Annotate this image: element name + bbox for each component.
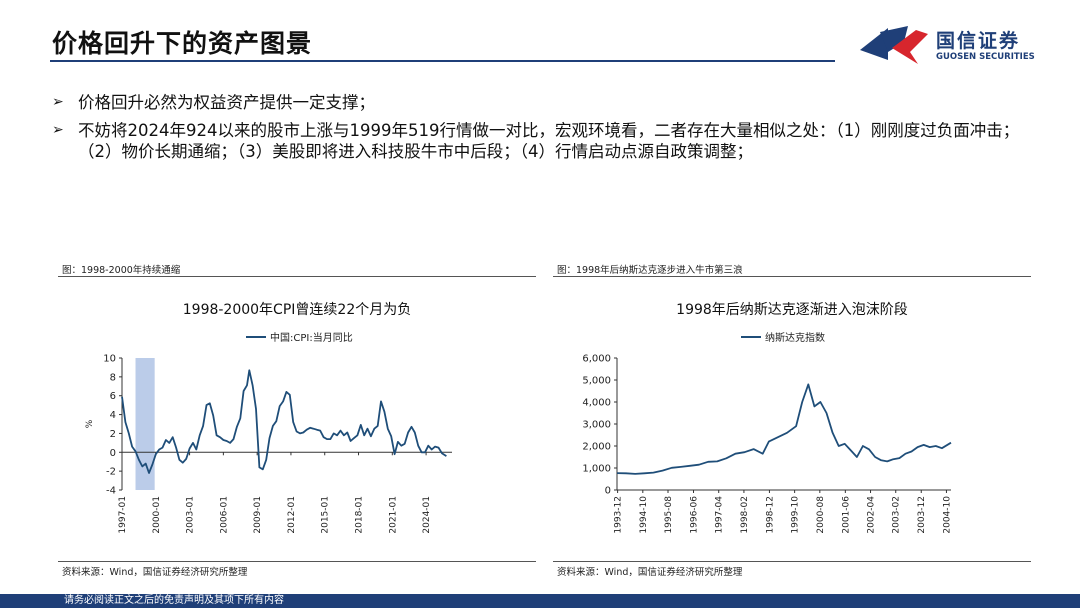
arrow-bullet-icon: ➢ <box>52 94 64 110</box>
x-tick-label: 2024-01 <box>422 496 432 534</box>
company-logo: 国信证券 GUOSEN SECURITIES <box>858 22 1038 66</box>
figure-caption: 图：1998-2000年持续通缩 <box>62 265 181 276</box>
x-tick-label: 1998-12 <box>765 496 775 534</box>
y-tick-label: 0 <box>605 486 611 497</box>
highlight-band <box>135 358 155 490</box>
y-tick-label: 3,000 <box>582 420 611 431</box>
bullet-item: ➢ 价格回升必然为权益资产提供一定支撑； <box>52 92 1037 113</box>
logo-en-text: GUOSEN SECURITIES <box>936 52 1035 62</box>
x-tick-label: 1997-04 <box>715 496 725 534</box>
logo-cn-text: 国信证券 <box>936 30 1021 52</box>
y-tick-label: 4,000 <box>582 398 611 409</box>
x-tick-label: 1997-01 <box>118 496 128 534</box>
x-tick-label: 2003-12 <box>917 496 927 534</box>
y-tick-label: 6,000 <box>582 354 611 365</box>
footer-bar: 请务必阅读正文之后的免责声明及其项下所有内容 <box>0 594 1080 608</box>
x-tick-label: 2009-01 <box>253 496 263 534</box>
x-tick-label: 1996-06 <box>690 496 700 534</box>
disclaimer-text: 请务必阅读正文之后的免责声明及其项下所有内容 <box>64 595 284 606</box>
y-tick-label: 8 <box>110 372 116 383</box>
bullet-text: 价格回升必然为权益资产提供一定支撑； <box>78 93 375 112</box>
x-tick-label: 2001-06 <box>841 496 851 534</box>
source-rule <box>58 561 536 562</box>
caption-rule <box>553 276 1031 277</box>
x-tick-label: 1995-08 <box>664 496 674 534</box>
x-tick-label: 1993-12 <box>614 496 624 534</box>
series-line <box>616 383 952 475</box>
x-tick-label: 2000-01 <box>152 496 162 534</box>
x-tick-label: 2002-04 <box>867 496 877 534</box>
source-rule <box>553 561 1031 562</box>
x-tick-label: 2015-01 <box>321 496 331 534</box>
source-note: 资料来源：Wind，国信证券经济研究所整理 <box>62 567 248 578</box>
legend-label: 纳斯达克指数 <box>765 331 825 344</box>
source-note: 资料来源：Wind，国信证券经济研究所整理 <box>557 567 743 578</box>
x-tick-label: 2003-01 <box>186 496 196 534</box>
y-axis-label: % <box>85 419 95 428</box>
x-tick-label: 1998-02 <box>740 496 750 534</box>
y-tick-label: 6 <box>110 391 116 402</box>
y-tick-label: 4 <box>110 410 116 421</box>
y-tick-label: 0 <box>110 448 116 459</box>
x-tick-label: 2003-02 <box>892 496 902 534</box>
series-line <box>121 369 447 474</box>
bullet-item: ➢ 不妨将2024年924以来的股市上涨与1999年519行情做一对比，宏观环境… <box>52 120 1037 162</box>
y-tick-label: 1,000 <box>582 464 611 475</box>
arrow-bullet-icon: ➢ <box>52 122 64 138</box>
x-tick-label: 2012-01 <box>287 496 297 534</box>
y-tick-label: 5,000 <box>582 376 611 387</box>
y-tick-label: 2 <box>110 429 116 440</box>
page-title: 价格回升下的资产图景 <box>52 29 313 58</box>
x-tick-label: 1999-10 <box>791 496 801 534</box>
legend-label: 中国:CPI:当月同比 <box>270 331 353 344</box>
chart-title: 1998-2000年CPI曾连续22个月为负 <box>183 301 411 318</box>
bullet-text: 不妨将2024年924以来的股市上涨与1999年519行情做一对比，宏观环境看，… <box>78 121 1020 161</box>
nasdaq-chart-panel: 图：1998年后纳斯达克逐步进入牛市第三浪 1998年后纳斯达克逐渐进入泡沫阶段… <box>553 258 1031 580</box>
y-tick-label: 2,000 <box>582 442 611 453</box>
figure-caption: 图：1998年后纳斯达克逐步进入牛市第三浪 <box>557 265 743 276</box>
title-divider <box>50 60 835 62</box>
x-tick-label: 2000-08 <box>816 496 826 534</box>
x-tick-label: 2018-01 <box>355 496 365 534</box>
chart-title: 1998年后纳斯达克逐渐进入泡沫阶段 <box>676 302 908 318</box>
x-tick-label: 2006-01 <box>219 496 229 534</box>
y-tick-label: -2 <box>106 467 116 478</box>
x-tick-label: 1994-10 <box>639 496 649 534</box>
x-tick-label: 2021-01 <box>388 496 398 534</box>
caption-rule <box>58 276 536 277</box>
guosen-logo-icon <box>860 26 928 64</box>
bullet-list: ➢ 价格回升必然为权益资产提供一定支撑； ➢ 不妨将2024年924以来的股市上… <box>52 92 1037 169</box>
cpi-chart-panel: 图：1998-2000年持续通缩 1998-2000年CPI曾连续22个月为负中… <box>58 258 536 580</box>
y-tick-label: 10 <box>103 354 116 365</box>
x-tick-label: 2004-10 <box>942 496 952 534</box>
y-tick-label: -4 <box>106 486 116 497</box>
